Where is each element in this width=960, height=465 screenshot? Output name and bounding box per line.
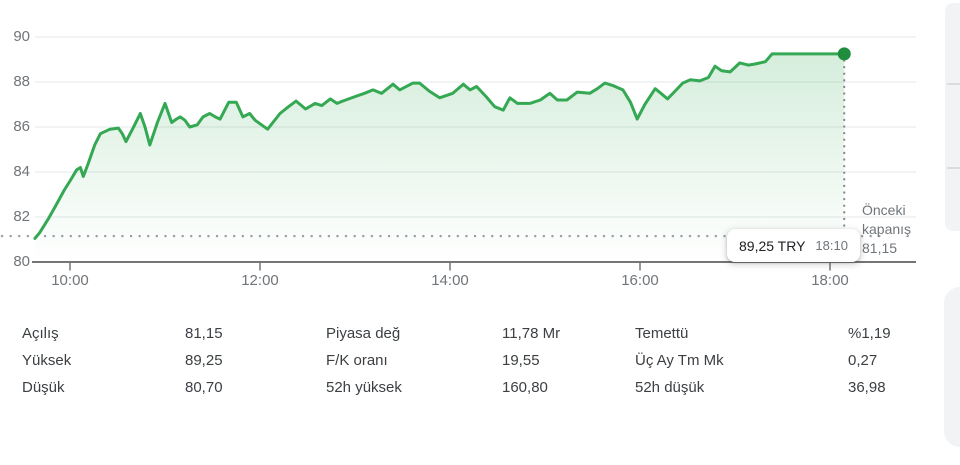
right-edge-panel	[945, 3, 960, 231]
x-axis-label: 16:00	[621, 272, 659, 289]
stat-value: 19,55	[502, 352, 540, 369]
y-axis-label: 86	[13, 118, 30, 135]
divider	[947, 83, 960, 85]
price-line	[33, 52, 846, 240]
stat-label: F/K oranı	[326, 352, 388, 369]
price-series	[33, 52, 846, 265]
stat-label: Piyasa değ	[326, 325, 401, 342]
stat-value: 11,78 Mr	[502, 325, 561, 342]
y-axis-label: 88	[13, 73, 30, 90]
stat-value: 81,15	[185, 325, 223, 342]
previous-close-label: Önceki kapanış 81,15	[862, 202, 912, 256]
stat-label: Açılış	[22, 325, 59, 342]
stat-label: 52h düşük	[635, 379, 705, 396]
y-axis-label: 82	[13, 208, 30, 225]
x-axis-label: 14:00	[431, 272, 469, 289]
last-price-dot	[837, 47, 851, 61]
stat-label: Yüksek	[22, 352, 72, 369]
stat-label: Temettü	[635, 325, 689, 342]
stat-label: Düşük	[22, 379, 65, 396]
stat-value: 0,27	[848, 352, 878, 369]
stat-value: 160,80	[502, 379, 548, 396]
x-axis-label: 18:00	[811, 272, 849, 289]
stat-value: 89,25	[185, 352, 223, 369]
x-axis-label: 10:00	[51, 272, 89, 289]
y-axis-label: 90	[13, 28, 30, 45]
stat-value: %1,19	[848, 325, 891, 342]
stat-label: 52h yüksek	[326, 379, 402, 396]
divider	[947, 167, 960, 169]
tooltip-price: 89,25 TRY	[739, 237, 806, 254]
price-tooltip: 89,25 TRY 18:10	[727, 229, 860, 262]
y-axis-label: 80	[13, 253, 30, 270]
area-fill	[34, 53, 845, 263]
stat-value: 36,98	[848, 379, 886, 396]
stat-label: Üç Ay Tm Mk	[635, 352, 724, 369]
stat-value: 80,70	[185, 379, 223, 396]
tooltip-time: 18:10	[815, 238, 848, 253]
y-axis-label: 84	[13, 163, 30, 180]
right-edge-rounded-element	[944, 287, 960, 447]
x-axis-label: 12:00	[241, 272, 279, 289]
axes	[32, 47, 916, 271]
